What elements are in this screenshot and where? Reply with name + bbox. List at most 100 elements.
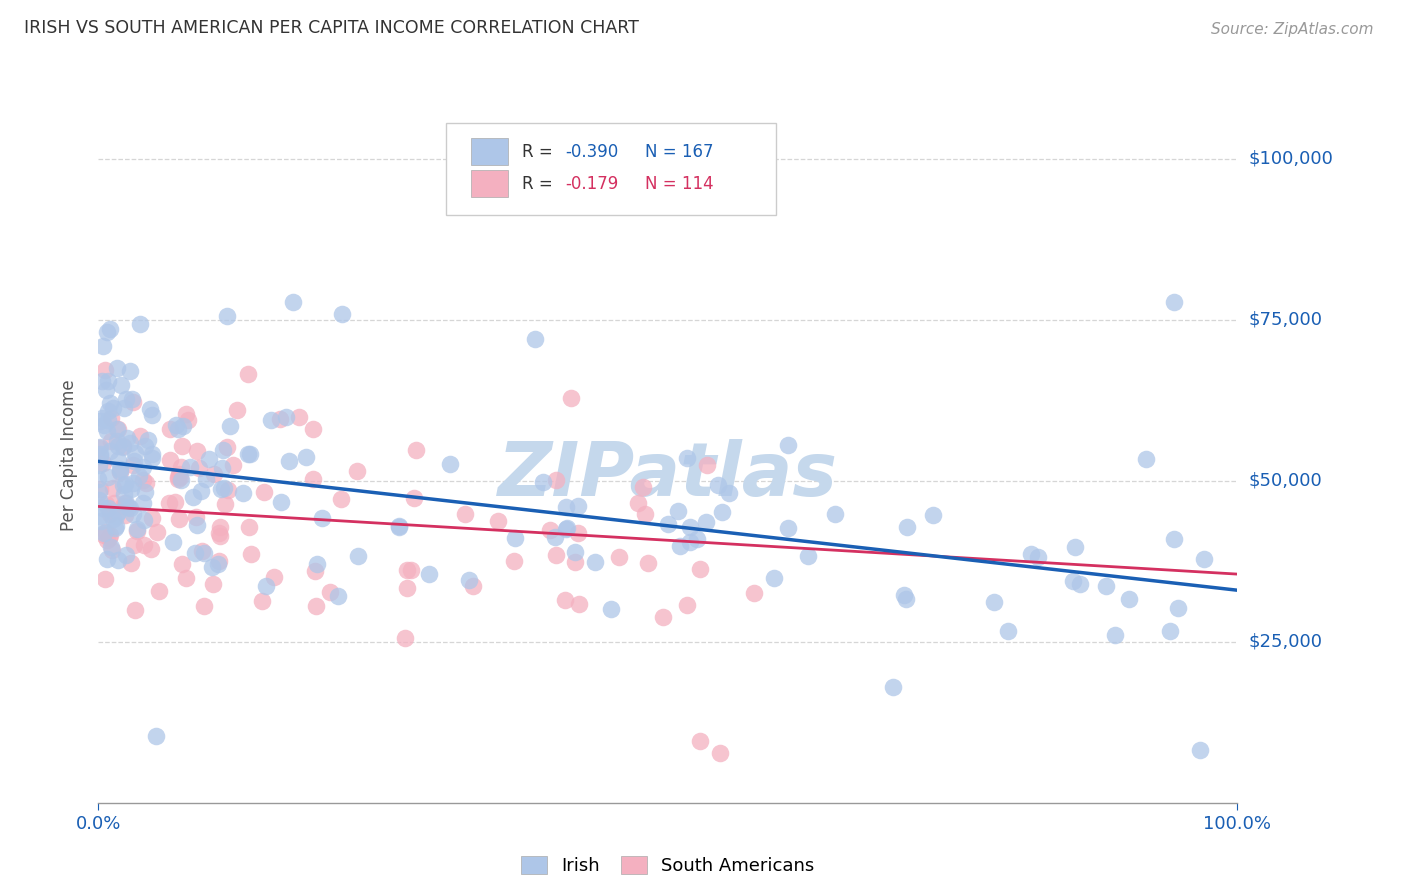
Point (454, 508, 477, 522)
Point (121, 476, 143, 491)
Point (269, 412, 291, 426)
Point (599, 601, 621, 615)
Point (546, 548, 568, 562)
Point (1104, 628, 1126, 642)
Point (568, 597, 591, 611)
Point (105, 422, 128, 436)
Point (97, 404, 120, 418)
Point (330, 307, 353, 321)
Point (122, 394, 145, 409)
Point (679, 535, 702, 549)
Point (260, 412, 283, 426)
Point (167, 472, 190, 486)
Point (114, 508, 136, 522)
Point (637, 557, 659, 571)
Point (202, 576, 225, 591)
Point (117, 500, 139, 515)
Point (270, 494, 292, 508)
Point (124, 538, 146, 552)
Point (169, 512, 191, 526)
Point (104, 521, 127, 535)
Point (91, 374, 114, 388)
Point (87, 441, 110, 455)
Point (208, 520, 231, 534)
Point (634, 508, 657, 522)
Point (157, 496, 180, 510)
Point (186, 517, 208, 532)
Point (211, 461, 233, 475)
Point (89, 483, 111, 497)
Point (544, 473, 567, 487)
Point (94, 497, 117, 511)
Text: R =: R = (522, 143, 558, 161)
Point (388, 519, 411, 533)
Point (96, 424, 118, 438)
Point (1188, 743, 1211, 757)
Point (319, 585, 342, 599)
Point (132, 460, 155, 475)
Point (98, 443, 121, 458)
Point (100, 410, 122, 425)
Point (531, 475, 554, 490)
Point (707, 478, 730, 492)
Point (104, 518, 127, 533)
Point (401, 563, 423, 577)
Point (169, 470, 191, 484)
Point (121, 507, 143, 521)
Point (96, 533, 118, 547)
Point (567, 500, 589, 514)
Point (554, 500, 576, 515)
Point (288, 409, 311, 424)
Point (1163, 295, 1185, 310)
Point (695, 515, 717, 529)
Point (134, 484, 156, 499)
Point (91, 456, 114, 470)
Point (1026, 549, 1049, 564)
Point (564, 556, 586, 570)
Point (404, 491, 426, 505)
Point (198, 452, 221, 467)
Point (502, 554, 524, 568)
Point (1069, 577, 1091, 591)
Point (896, 520, 918, 534)
Point (141, 447, 163, 461)
Point (167, 467, 190, 481)
Point (122, 454, 145, 468)
Point (98, 507, 121, 521)
Point (103, 496, 125, 510)
Point (107, 553, 129, 567)
Point (89, 447, 111, 461)
Point (396, 563, 419, 577)
Point (139, 401, 162, 416)
Point (114, 476, 136, 491)
Point (97, 500, 120, 515)
Point (193, 546, 215, 560)
Point (141, 408, 163, 422)
Text: N = 167: N = 167 (645, 143, 714, 161)
Point (567, 525, 589, 540)
Point (93, 363, 115, 377)
Point (263, 569, 285, 583)
Point (1063, 540, 1085, 554)
Point (97, 470, 120, 484)
Point (679, 520, 702, 534)
Point (252, 594, 274, 608)
Point (96, 524, 118, 539)
Point (676, 451, 699, 466)
Point (114, 496, 136, 510)
Point (136, 433, 159, 447)
Point (98, 532, 121, 546)
Point (346, 464, 368, 478)
Point (141, 541, 163, 556)
Point (215, 441, 238, 455)
Point (105, 360, 128, 375)
Point (457, 573, 479, 587)
Point (110, 462, 132, 476)
Point (184, 509, 207, 524)
Point (89, 493, 111, 508)
Point (166, 422, 188, 436)
Point (124, 603, 146, 617)
Point (111, 439, 134, 453)
Point (209, 482, 232, 496)
Point (1019, 547, 1042, 561)
